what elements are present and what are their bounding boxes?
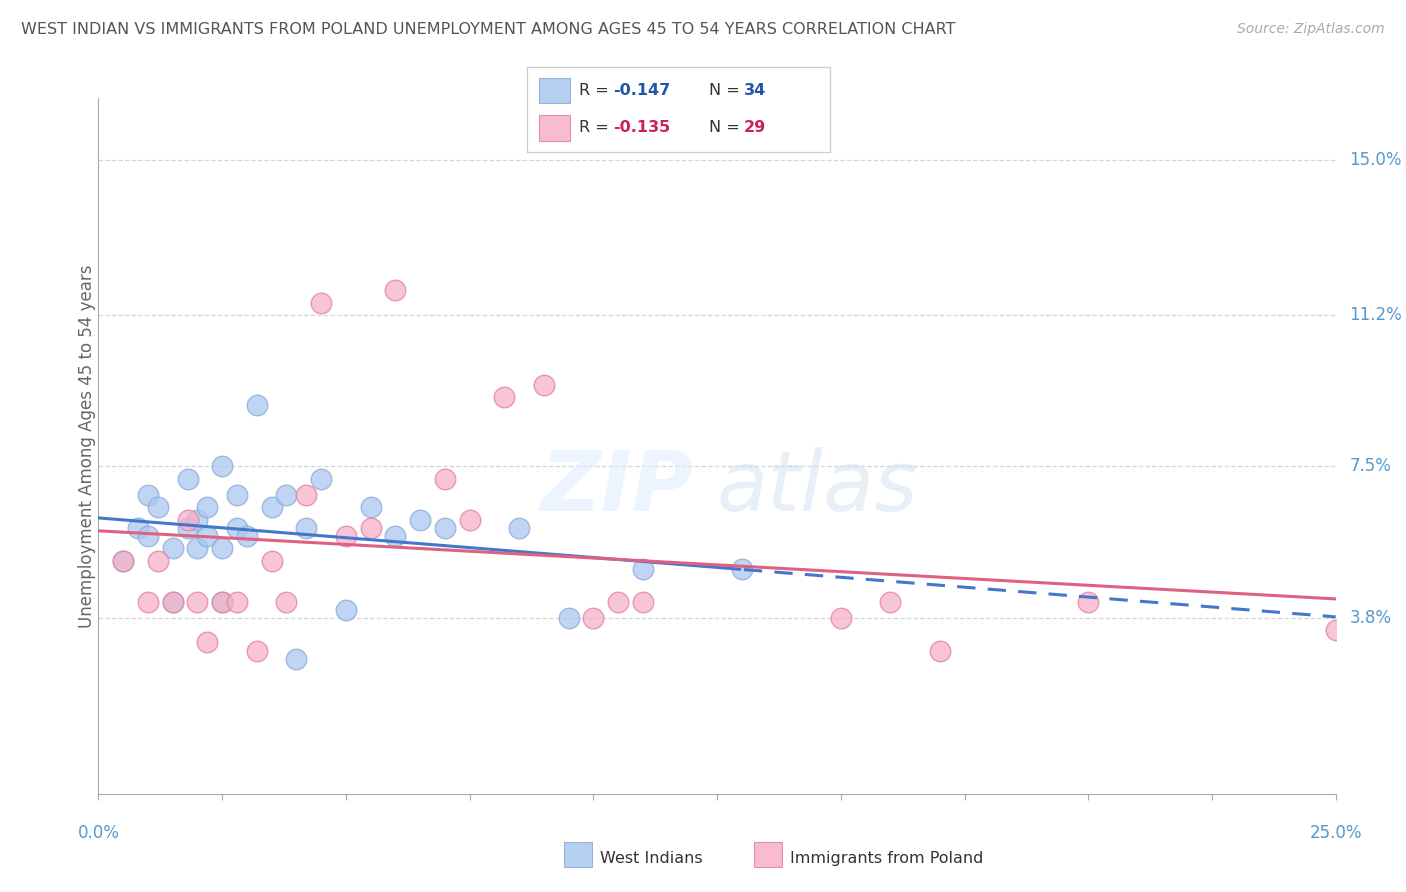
Text: ZIP: ZIP xyxy=(540,447,692,528)
Text: R =: R = xyxy=(579,120,613,136)
Point xyxy=(295,521,318,535)
Point xyxy=(335,603,357,617)
Point xyxy=(409,513,432,527)
Point xyxy=(309,295,332,310)
Point xyxy=(433,521,456,535)
Text: 15.0%: 15.0% xyxy=(1350,151,1402,169)
Point xyxy=(226,594,249,608)
Bar xyxy=(540,115,569,141)
Point xyxy=(631,594,654,608)
Point xyxy=(309,472,332,486)
Point xyxy=(276,488,298,502)
Point xyxy=(1324,623,1347,637)
Point xyxy=(162,541,184,556)
Point xyxy=(1077,594,1099,608)
Point xyxy=(211,594,233,608)
Point xyxy=(195,635,218,649)
Point xyxy=(195,529,218,543)
Point xyxy=(226,521,249,535)
Point xyxy=(879,594,901,608)
Point xyxy=(136,488,159,502)
Point xyxy=(195,500,218,515)
Point xyxy=(384,529,406,543)
Point xyxy=(186,541,208,556)
Point xyxy=(557,611,579,625)
Text: Source: ZipAtlas.com: Source: ZipAtlas.com xyxy=(1237,22,1385,37)
Point xyxy=(186,594,208,608)
Point xyxy=(136,594,159,608)
Point xyxy=(246,398,269,412)
Text: WEST INDIAN VS IMMIGRANTS FROM POLAND UNEMPLOYMENT AMONG AGES 45 TO 54 YEARS COR: WEST INDIAN VS IMMIGRANTS FROM POLAND UN… xyxy=(21,22,956,37)
Point xyxy=(360,500,382,515)
Point xyxy=(631,562,654,576)
Point xyxy=(176,472,198,486)
Text: 25.0%: 25.0% xyxy=(1309,824,1362,842)
Text: 3.8%: 3.8% xyxy=(1350,609,1392,627)
Point xyxy=(295,488,318,502)
Point xyxy=(458,513,481,527)
Point xyxy=(226,488,249,502)
Point xyxy=(146,553,169,567)
Text: 0.0%: 0.0% xyxy=(77,824,120,842)
Point xyxy=(162,594,184,608)
Point xyxy=(127,521,149,535)
Point xyxy=(260,500,283,515)
Bar xyxy=(540,78,569,103)
Point xyxy=(508,521,530,535)
Text: -0.147: -0.147 xyxy=(613,83,671,98)
Point xyxy=(162,594,184,608)
Point xyxy=(146,500,169,515)
Point xyxy=(607,594,630,608)
Point xyxy=(731,562,754,576)
Point xyxy=(211,594,233,608)
Point xyxy=(176,513,198,527)
Text: Immigrants from Poland: Immigrants from Poland xyxy=(790,851,984,865)
Point xyxy=(533,377,555,392)
Text: 29: 29 xyxy=(744,120,766,136)
Point xyxy=(582,611,605,625)
Text: R =: R = xyxy=(579,83,613,98)
Point xyxy=(211,459,233,474)
Point xyxy=(236,529,259,543)
Point xyxy=(246,643,269,657)
Point xyxy=(285,652,308,666)
Point xyxy=(112,553,135,567)
Point xyxy=(384,284,406,298)
Point xyxy=(112,553,135,567)
Text: N =: N = xyxy=(709,120,745,136)
Point xyxy=(260,553,283,567)
Text: 34: 34 xyxy=(744,83,766,98)
Text: N =: N = xyxy=(709,83,745,98)
Point xyxy=(433,472,456,486)
Text: atlas: atlas xyxy=(717,447,918,528)
Text: 7.5%: 7.5% xyxy=(1350,458,1392,475)
Text: -0.135: -0.135 xyxy=(613,120,671,136)
Text: 11.2%: 11.2% xyxy=(1350,306,1402,324)
Text: West Indians: West Indians xyxy=(600,851,703,865)
Point xyxy=(830,611,852,625)
Point xyxy=(176,521,198,535)
Point xyxy=(360,521,382,535)
Y-axis label: Unemployment Among Ages 45 to 54 years: Unemployment Among Ages 45 to 54 years xyxy=(79,264,96,628)
Point xyxy=(276,594,298,608)
Point xyxy=(494,390,516,404)
Point xyxy=(928,643,950,657)
Point xyxy=(136,529,159,543)
Point xyxy=(186,513,208,527)
Point xyxy=(335,529,357,543)
Point xyxy=(211,541,233,556)
